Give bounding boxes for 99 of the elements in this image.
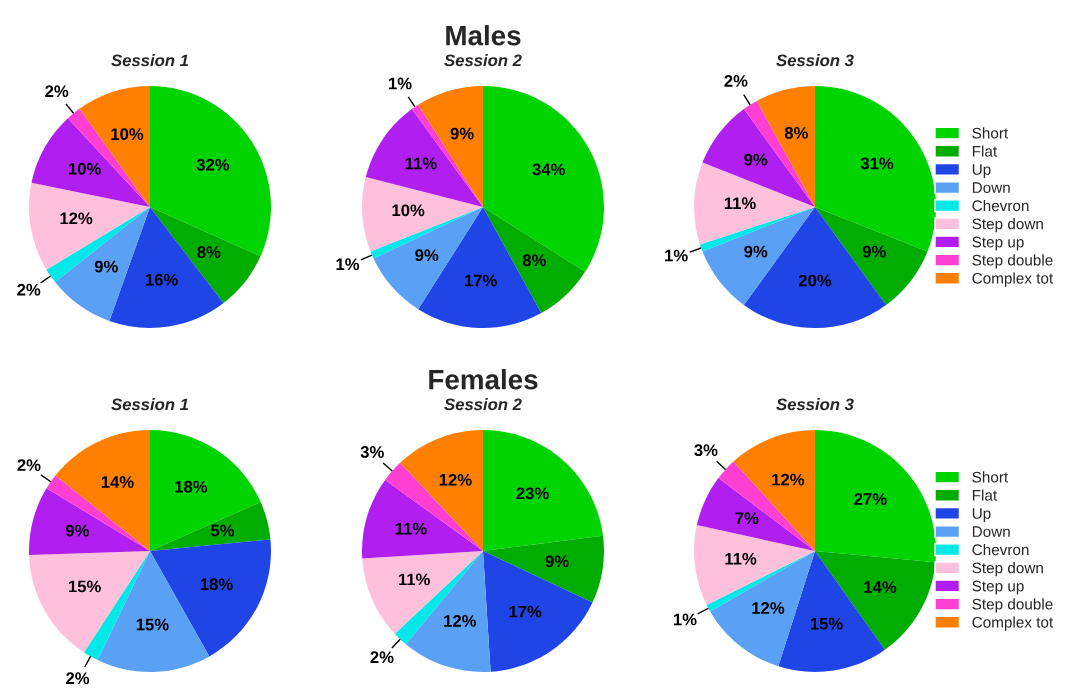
- legend-label: Down: [972, 526, 1010, 537]
- text: Males: [446, 25, 521, 46]
- data-label: 32%: [196, 158, 230, 171]
- data-label: 11%: [724, 197, 756, 210]
- pie-slice: [55, 430, 150, 551]
- chart-title: Session 3: [776, 398, 854, 411]
- pie-slice: [702, 109, 815, 207]
- pie-slice: [150, 502, 271, 551]
- chart-title: Session 3: [776, 54, 854, 67]
- data-label: 3%: [694, 444, 718, 457]
- chart-title: Session 2: [444, 398, 522, 411]
- data-label: 10%: [392, 204, 425, 217]
- data-label: 9%: [94, 260, 118, 273]
- pie-slice: [362, 551, 483, 634]
- pie-slice: [483, 86, 604, 272]
- data-label: 23%: [516, 487, 549, 500]
- legend-label: Step down: [972, 218, 1043, 233]
- chart-title: Session 1: [111, 398, 189, 411]
- data-label: 17%: [509, 605, 542, 618]
- legend-label: Step down: [972, 562, 1043, 577]
- legend-label: Short: [972, 471, 1009, 483]
- data-label: 12%: [60, 212, 93, 225]
- legend-label: Down: [972, 182, 1010, 193]
- pie-slice: [29, 488, 150, 555]
- pie-slice: [394, 551, 483, 645]
- text: Females: [429, 369, 538, 390]
- data-label: 2%: [45, 85, 69, 98]
- legend-label: Step double: [972, 254, 1053, 269]
- data-label: 7%: [735, 512, 759, 525]
- data-label: 2%: [17, 459, 41, 471]
- pie-slice: [483, 551, 593, 672]
- data-label: 1%: [336, 258, 360, 271]
- data-label: 31%: [860, 157, 894, 170]
- legend-label: Up: [972, 164, 991, 178]
- data-label: 20%: [798, 274, 832, 287]
- data-label: 14%: [101, 476, 134, 488]
- legend-label: Flat: [972, 489, 998, 501]
- chart-title: Session 2: [444, 54, 522, 67]
- pie-slice: [150, 430, 261, 551]
- data-label: 8%: [784, 127, 808, 139]
- legend-label: Step up: [972, 580, 1024, 595]
- data-label: 27%: [854, 493, 887, 505]
- chart-title: Session 1: [111, 54, 189, 67]
- data-label: 2%: [17, 283, 41, 296]
- legend-label: Chevron: [972, 543, 1029, 556]
- data-label: 9%: [744, 153, 768, 166]
- data-label: 15%: [136, 618, 169, 631]
- data-label: 9%: [862, 245, 886, 258]
- data-label: 1%: [389, 77, 412, 90]
- data-label: 12%: [772, 473, 805, 486]
- data-label: 17%: [465, 274, 497, 287]
- data-label: 11%: [398, 573, 430, 586]
- data-label: 34%: [532, 163, 565, 176]
- data-label: 2%: [370, 651, 394, 664]
- legend-label: Flat: [972, 145, 998, 157]
- data-label: 15%: [69, 580, 101, 593]
- data-label: 10%: [111, 128, 144, 141]
- data-label: 2%: [66, 672, 90, 685]
- legend-label: Step up: [972, 236, 1024, 251]
- pie-slice: [718, 461, 815, 551]
- data-label: 14%: [864, 581, 897, 593]
- data-label: 9%: [744, 245, 768, 258]
- data-label: 1%: [673, 613, 697, 626]
- data-label: 12%: [752, 602, 785, 614]
- pie-slice: [385, 462, 483, 551]
- data-label: 9%: [415, 249, 439, 262]
- pie-slice: [150, 86, 271, 257]
- data-label: 1%: [665, 249, 688, 262]
- data-label: 11%: [405, 157, 437, 170]
- pie-slice: [733, 430, 815, 551]
- data-label: 9%: [450, 127, 474, 140]
- pie-slice: [815, 430, 936, 563]
- data-label: 11%: [395, 522, 427, 535]
- data-label: 12%: [439, 473, 472, 486]
- data-label: 16%: [145, 273, 178, 286]
- data-label: 12%: [444, 615, 477, 627]
- legend-label: Short: [972, 127, 1009, 139]
- legend-label: Complex tot: [972, 616, 1054, 631]
- legend-label: Chevron: [972, 199, 1029, 212]
- legend-label: Step double: [972, 598, 1053, 613]
- data-label: 5%: [211, 524, 235, 537]
- data-label: 8%: [197, 246, 221, 258]
- data-label: 9%: [65, 524, 90, 537]
- pie-slice: [46, 475, 150, 551]
- data-label: 18%: [175, 480, 208, 493]
- data-label: 15%: [810, 617, 843, 630]
- data-label: 18%: [200, 578, 233, 591]
- pie-slice: [743, 207, 887, 328]
- legend-label: Up: [972, 508, 991, 522]
- data-label: 2%: [724, 75, 748, 87]
- data-label: 10%: [69, 162, 101, 175]
- pie-slice: [31, 118, 150, 207]
- legend-label: Complex tot: [972, 272, 1054, 287]
- data-label: 8%: [522, 254, 546, 267]
- pie-slice: [483, 535, 604, 603]
- pie-slice: [483, 430, 604, 551]
- data-label: 11%: [725, 552, 757, 565]
- data-label: 3%: [360, 446, 384, 458]
- data-label: 9%: [545, 555, 569, 568]
